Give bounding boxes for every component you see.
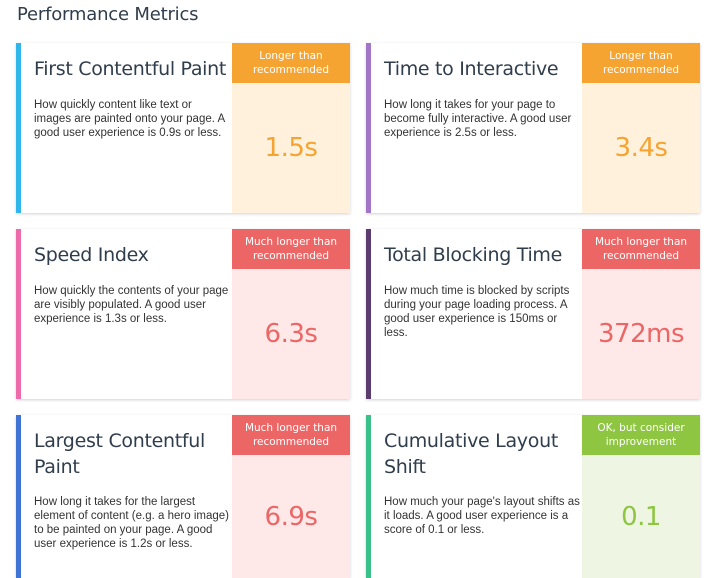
- status-badge: OK, but consider improvement: [582, 415, 700, 455]
- metric-description: How long it takes for your page to becom…: [384, 99, 572, 139]
- metric-description: How quickly content like text or images …: [34, 99, 225, 139]
- metric-value-box: 6.9s: [232, 455, 350, 578]
- metric-value-box: 1.5s: [232, 83, 350, 213]
- metric-title: Cumulative Layout Shift: [384, 430, 558, 478]
- metric-card-time-to-interactive: Time to Interactive How long it takes fo…: [366, 43, 700, 213]
- metric-value-box: 6.3s: [232, 269, 350, 399]
- metric-description: How quickly the contents of your page ar…: [34, 285, 229, 325]
- status-badge: Longer than recommended: [582, 43, 700, 83]
- metric-value: 1.5s: [264, 133, 318, 163]
- card-accent-bar: [366, 43, 371, 213]
- metric-description: How much time is blocked by scripts duri…: [384, 285, 570, 339]
- metric-value-box: 3.4s: [582, 83, 700, 213]
- metric-card-first-contentful-paint: First Contentful Paint How quickly conte…: [16, 43, 350, 213]
- status-badge: Much longer than recommended: [582, 229, 700, 269]
- card-accent-bar: [366, 415, 371, 578]
- metric-value: 6.3s: [264, 319, 318, 349]
- metric-value-box: 372ms: [582, 269, 700, 399]
- metric-card-largest-contentful-paint: Largest Contentful Paint How long it tak…: [16, 415, 350, 578]
- metric-title: Speed Index: [34, 244, 149, 266]
- card-accent-bar: [16, 415, 21, 578]
- status-badge: Much longer than recommended: [232, 229, 350, 269]
- metric-card-total-blocking-time: Total Blocking Time How much time is blo…: [366, 229, 700, 399]
- metric-title: Time to Interactive: [384, 58, 559, 80]
- page-title: Performance Metrics: [17, 4, 199, 25]
- metric-title: First Contentful Paint: [34, 58, 227, 80]
- metric-title: Total Blocking Time: [384, 244, 563, 266]
- metric-card-speed-index: Speed Index How quickly the contents of …: [16, 229, 350, 399]
- metric-value: 372ms: [598, 319, 685, 349]
- metric-description: How much your page's layout shifts as it…: [384, 496, 580, 536]
- metric-value-box: 0.1: [582, 455, 700, 578]
- metric-description: How long it takes for the largest elemen…: [34, 496, 229, 550]
- metric-card-cumulative-layout-shift: Cumulative Layout Shift How much your pa…: [366, 415, 700, 578]
- metric-value: 0.1: [621, 501, 661, 532]
- status-badge: Longer than recommended: [232, 43, 350, 83]
- metric-value: 6.9s: [264, 501, 318, 532]
- card-accent-bar: [16, 43, 21, 213]
- metric-title: Largest Contentful Paint: [34, 430, 206, 478]
- card-accent-bar: [366, 229, 371, 399]
- metric-value: 3.4s: [614, 133, 668, 163]
- card-accent-bar: [16, 229, 21, 399]
- status-badge: Much longer than recommended: [232, 415, 350, 455]
